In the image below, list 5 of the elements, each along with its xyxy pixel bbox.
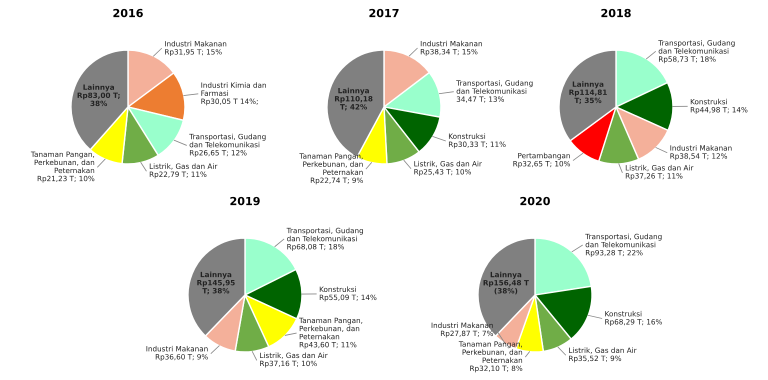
chart-title: 2019 [230, 196, 260, 206]
chart-title: 2017 [369, 8, 399, 18]
chart-title: 2018 [601, 8, 631, 18]
chart-title: 2016 [113, 8, 143, 18]
chart-title: 2020 [520, 196, 550, 206]
